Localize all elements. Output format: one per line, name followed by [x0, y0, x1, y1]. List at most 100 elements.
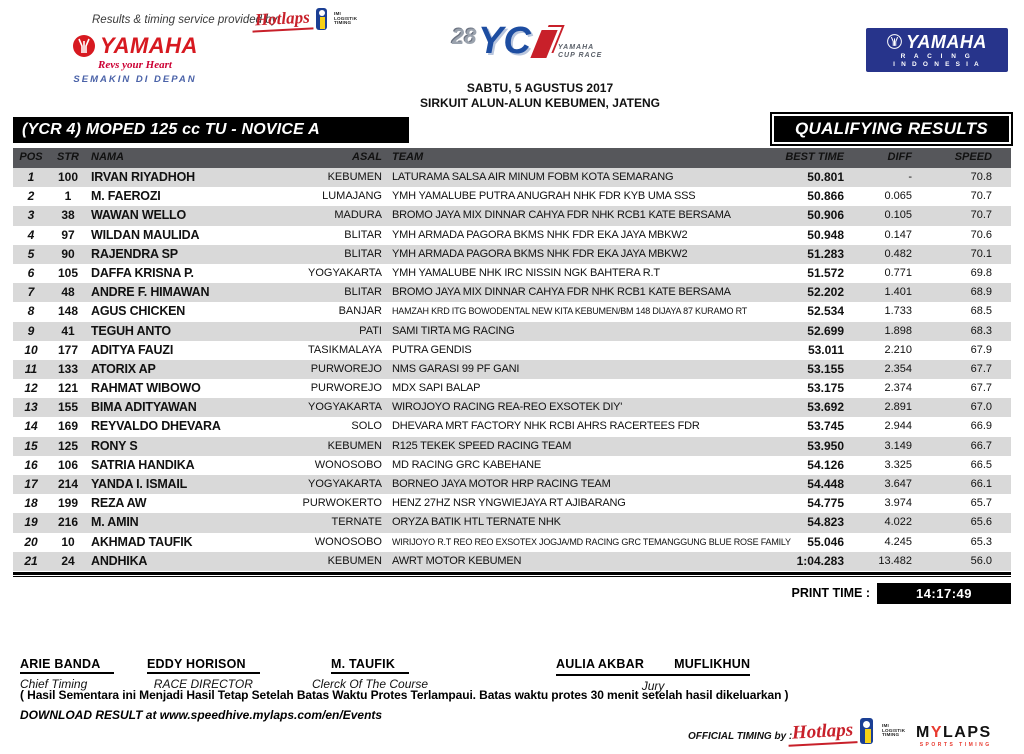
cell-rider-name: AGUS CHICKEN [91, 304, 186, 319]
table-header-row: POS STR NAMA ASAL TEAM BEST TIME DIFF SP… [13, 148, 1011, 168]
cell-rider-name: AKHMAD TAUFIK [91, 534, 193, 549]
cell-speed: 70.7 [970, 190, 992, 203]
protest-note: ( Hasil Sementara ini Menjadi Hasil Teta… [20, 688, 789, 702]
cell-rider-name: M. FAEROZI [91, 189, 161, 204]
signature-race-director: EDDY HORISON RACE DIRECTOR [147, 655, 260, 691]
table-row: 2 1 M. FAEROZI LUMAJANG YMH YAMALUBE PUT… [13, 187, 1011, 207]
yamaha-tagline: Revs your Heart [98, 59, 172, 71]
cell-team: HENZ 27HZ NSR YNGWIEJAYA RT AJIBARANG [392, 497, 626, 510]
cell-speed: 66.9 [970, 420, 992, 433]
yamaha-slogan: SEMAKIN DI DEPAN [73, 74, 197, 85]
imi-logo-text: IMI LOGISTIK TIMING [882, 722, 906, 738]
cell-team: MD RACING GRC KABEHANE [392, 458, 542, 471]
cell-start-number: 133 [57, 361, 79, 376]
cell-rider-name: RONY S [91, 438, 138, 453]
cell-speed: 68.3 [970, 324, 992, 337]
mylaps-subtitle: SPORTS TIMING [919, 742, 992, 748]
table-row: 1 100 IRVAN RIYADHOH KEBUMEN LATURAMA SA… [13, 168, 1011, 188]
cell-position: 2 [27, 189, 35, 204]
cell-position: 4 [27, 227, 35, 242]
cell-position: 8 [27, 304, 35, 319]
yamaha-tuning-fork-icon [887, 34, 903, 49]
ycr-initials: YC [478, 20, 531, 62]
yamaha-racing-line2: R A C I N G [900, 52, 974, 60]
cell-origin: KEBUMEN [327, 554, 382, 567]
cell-diff: 0.065 [884, 190, 912, 203]
signature-clerk-of-course: M. TAUFIK Clerck Of The Course [312, 655, 428, 691]
cell-rider-name: M. AMIN [91, 515, 139, 530]
cell-best-time: 52.202 [807, 285, 844, 300]
cell-start-number: 38 [61, 208, 75, 223]
cell-rider-name: DAFFA KRISNA P. [91, 265, 194, 280]
imi-icon [316, 8, 332, 30]
cell-rider-name: IRVAN RIYADHOH [91, 170, 195, 184]
cell-best-time: 54.126 [807, 457, 844, 472]
yamaha-logo-block: YAMAHA Revs your Heart SEMAKIN DI DEPAN [55, 33, 215, 85]
cell-start-number: 148 [57, 304, 79, 319]
cell-position: 21 [24, 553, 38, 568]
table-row: 19 216 M. AMIN TERNATE ORYZA BATIK HTL T… [13, 513, 1011, 533]
cell-start-number: 121 [57, 381, 79, 396]
event-date: SABTU, 5 AGUSTUS 2017 [466, 81, 614, 95]
table-row: 9 41 TEGUH ANTO PATI SAMI TIRTA MG RACIN… [13, 321, 1011, 341]
cell-start-number: 48 [61, 285, 75, 300]
cell-origin: PURWOREJO [310, 382, 382, 395]
cell-rider-name: RAJENDRA SP [91, 246, 178, 261]
cell-team: NMS GARASI 99 PF GANI [392, 362, 520, 375]
cell-diff: 2.374 [884, 382, 912, 395]
cell-diff: 0.105 [884, 209, 912, 222]
cell-origin: SOLO [351, 420, 382, 433]
table-row: 17 214 YANDA I. ISMAIL YOGYAKARTA BORNEO… [13, 475, 1011, 495]
cell-speed: 66.5 [970, 458, 992, 471]
cell-position: 7 [27, 285, 35, 300]
cell-start-number: 177 [57, 342, 79, 357]
cell-position: 1 [27, 170, 35, 184]
download-result-line: DOWNLOAD RESULT at www.speedhive.mylaps.… [20, 708, 383, 722]
column-header-speed: SPEED [954, 151, 992, 164]
cell-origin: BLITAR [344, 228, 382, 241]
table-row: 6 105 DAFFA KRISNA P. YOGYAKARTA YMH YAM… [13, 263, 1011, 284]
cell-rider-name: ATORIX AP [91, 361, 156, 376]
cell-origin: BLITAR [344, 247, 382, 260]
cell-start-number: 1 [64, 189, 72, 204]
cell-origin: WONOSOBO [314, 458, 382, 471]
table-row: 7 48 ANDRE F. HIMAWAN BLITAR BROMO JAYA … [13, 283, 1011, 303]
cell-origin: WONOSOBO [314, 535, 382, 548]
yamaha-wordmark: YAMAHA [100, 33, 198, 58]
cell-best-time: 50.801 [807, 170, 844, 184]
cell-speed: 65.6 [970, 516, 992, 529]
yamaha-racing-line3: I N D O N E S I A [893, 60, 981, 68]
cell-origin: KEBUMEN [327, 439, 382, 452]
imi-icon [860, 718, 880, 744]
cell-origin: YOGYAKARTA [308, 266, 382, 279]
cell-origin: MADURA [334, 209, 382, 222]
cell-origin: KEBUMEN [327, 171, 382, 183]
cell-team: YMH ARMADA PAGORA BKMS NHK FDR EKA JAYA … [392, 247, 688, 260]
cell-speed: 70.8 [970, 171, 992, 183]
cell-speed: 67.9 [970, 343, 992, 356]
provider-line: Results & timing service provided by [92, 14, 278, 26]
table-row: 3 38 WAWAN WELLO MADURA BROMO JAYA MIX D… [13, 206, 1011, 226]
cell-start-number: 105 [57, 265, 79, 280]
hotlaps-logo: Hotlaps [251, 8, 314, 33]
yamaha-racing-indonesia-logo: YAMAHA R A C I N G I N D O N E S I A [866, 28, 1008, 72]
cell-team: YMH YAMALUBE PUTRA ANUGRAH NHK FDR KYB U… [392, 190, 696, 203]
cell-team: SAMI TIRTA MG RACING [392, 324, 515, 337]
cell-rider-name: WILDAN MAULIDA [91, 227, 200, 242]
hotlaps-logo: Hotlaps [787, 719, 858, 747]
cell-best-time: 55.046 [807, 534, 844, 549]
cell-rider-name: REZA AW [91, 496, 147, 511]
cell-origin: YOGYAKARTA [308, 401, 382, 414]
cell-rider-name: BIMA ADITYAWAN [91, 400, 197, 415]
cell-start-number: 24 [61, 553, 75, 568]
table-row: 20 10 AKHMAD TAUFIK WONOSOBO WIRIJOYO R.… [13, 532, 1011, 552]
cell-diff: 0.147 [884, 228, 912, 241]
cell-origin: YOGYAKARTA [308, 478, 382, 490]
cell-speed: 67.0 [970, 401, 992, 414]
cell-best-time: 53.950 [807, 438, 844, 453]
cell-team: HAMZAH KRD ITG BOWODENTAL NEW KITA KEBUM… [392, 306, 748, 317]
cell-origin: BANJAR [338, 305, 382, 318]
cell-position: 6 [27, 265, 35, 280]
print-time-value: 14:17:49 [877, 583, 1011, 604]
